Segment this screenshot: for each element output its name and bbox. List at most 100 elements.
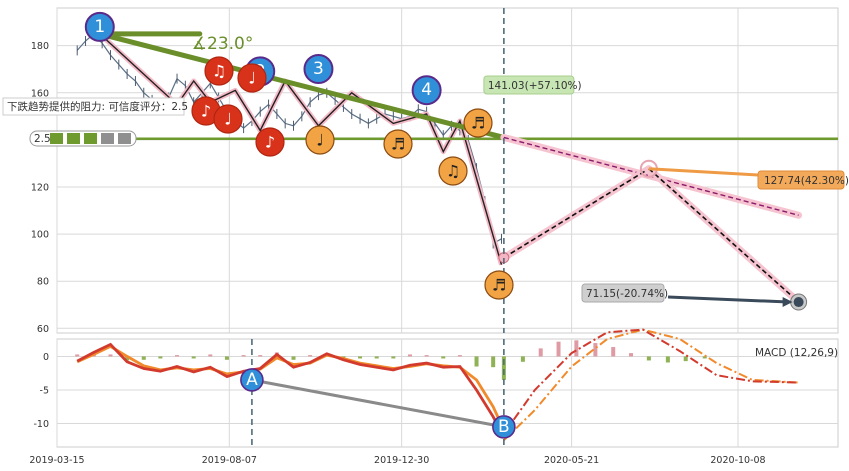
macd-histogram-bar (258, 355, 263, 357)
rating-value-label: 2.5 (34, 133, 51, 145)
rating-star-icon (67, 133, 80, 144)
callout-box (757, 170, 845, 190)
macd-histogram-bar (457, 355, 462, 357)
note-glyph: ♫ (212, 62, 226, 81)
note-marker (213, 104, 243, 134)
macd-histogram-bar (75, 354, 80, 357)
macd-histogram-bar (556, 341, 561, 357)
macd-histogram-bar (520, 356, 525, 362)
rating-star-icon (118, 133, 131, 144)
wave-line (99, 33, 503, 265)
price-y-tick-label: 100 (31, 230, 49, 241)
wave-badge (84, 11, 115, 42)
divergence-label-B: B (498, 417, 510, 437)
macd-histogram-bar (441, 356, 446, 359)
macd-histogram-bar (224, 356, 229, 360)
wave-label-3: 3 (313, 59, 324, 79)
macd-y-tick-label: 0 (43, 352, 49, 363)
note-marker (305, 125, 335, 155)
macd-histogram-bar (141, 356, 146, 360)
note-glyph: ♩ (248, 69, 256, 88)
callout-141-label: 141.03(+57.10%) (488, 80, 582, 92)
divergence-line (251, 378, 505, 429)
macd-histogram-bar (308, 355, 313, 357)
angle-label: ∡23.0° (192, 34, 254, 54)
projection-target-dot (793, 297, 804, 308)
macd-histogram-bar (629, 353, 634, 357)
price-y-tick-label: 60 (37, 324, 49, 335)
note-marker (463, 108, 493, 138)
macd-histogram-bar (125, 356, 130, 361)
callout-71-label: 71.15(-20.74%) (586, 288, 668, 300)
wave-badge (411, 75, 442, 106)
resistance-trend-line (97, 31, 507, 140)
note-glyph: ♬ (391, 135, 405, 154)
macd-plot-frame (56, 338, 839, 448)
note-glyph: ♩ (316, 131, 324, 150)
callout-arrow (667, 295, 789, 304)
wave-label-4: 4 (421, 80, 432, 100)
macd-histogram-bar (158, 356, 163, 359)
note-marker (383, 129, 413, 159)
macd-histogram-bar (391, 356, 396, 359)
note-glyph: ♬ (471, 114, 485, 133)
x-tick-label: 2020-10-08 (710, 455, 765, 466)
macd-histogram-bar (574, 340, 579, 357)
note-marker (255, 127, 285, 157)
price-y-tick-label: 80 (37, 277, 49, 288)
rating-star-icon (101, 133, 114, 144)
macd-histogram-bar (407, 354, 412, 357)
note-glyph: ♪ (265, 133, 275, 152)
projection-dashed-line (503, 168, 650, 259)
callout-box (483, 75, 575, 95)
macd-y-tick-label: -10 (33, 419, 49, 430)
resistance-note-box (2, 97, 185, 116)
note-marker (237, 63, 267, 93)
resistance-note-label: 下跌趋势提供的阻力: 可信度评分：2.5 (7, 100, 188, 113)
x-axis: 2019-03-15 2019-08-07 2019-12-30 2020-05-21… (29, 455, 765, 466)
divergence-point (492, 415, 516, 439)
macd-panel: 0 -5 -10 MACD (12,26,9) A B (33, 328, 839, 448)
macd-histogram-bar (241, 355, 246, 357)
note-glyph: ♫ (446, 162, 460, 181)
x-tick-label: 2019-03-15 (29, 455, 84, 466)
macd-dif-line (76, 342, 506, 438)
macd-histogram-bar (208, 354, 213, 357)
note-glyph: ♬ (492, 276, 506, 295)
macd-histogram-bar (374, 356, 379, 359)
price-y-tick-label: 160 (31, 88, 49, 99)
macd-histogram-bar (424, 355, 429, 357)
x-tick-label: 2019-12-30 (374, 455, 429, 466)
macd-histogram-bar (291, 356, 296, 360)
projection-dashed-line (648, 168, 800, 303)
note-glyph: ♩ (224, 110, 232, 129)
macd-histogram-bar (683, 356, 688, 362)
note-marker (204, 56, 234, 86)
macd-histogram-bar (491, 356, 496, 368)
wave-label-1: 1 (94, 17, 105, 37)
macd-y-tick-label: -5 (40, 385, 49, 396)
note-marker (484, 270, 514, 300)
x-tick-label: 2019-08-07 (202, 455, 257, 466)
price-y-tick-label: 180 (31, 41, 49, 52)
macd-histogram-bar (665, 356, 670, 363)
macd-histogram-bar (646, 356, 651, 361)
callout-box (581, 283, 665, 303)
callout-127-label: 127.74(42.30%) (764, 175, 849, 187)
macd-histogram-bar (611, 347, 616, 357)
divergence-label-A: A (246, 370, 258, 390)
macd-histogram-bar (108, 354, 113, 357)
rating-star-icon (84, 133, 97, 144)
divergence-point (240, 368, 264, 392)
macd-histogram-bar (175, 355, 180, 357)
price-panel: 6080100120140160180∡23.0°141.03(+57.10%)… (2, 7, 849, 335)
price-y-tick-label: 120 (31, 182, 49, 193)
note-marker (438, 156, 468, 186)
wave-badge (303, 54, 334, 85)
macd-histogram-bar (593, 343, 598, 357)
x-tick-label: 2020-05-21 (544, 455, 599, 466)
macd-projected-dif (503, 328, 799, 435)
note-glyph: ♪ (201, 102, 211, 121)
